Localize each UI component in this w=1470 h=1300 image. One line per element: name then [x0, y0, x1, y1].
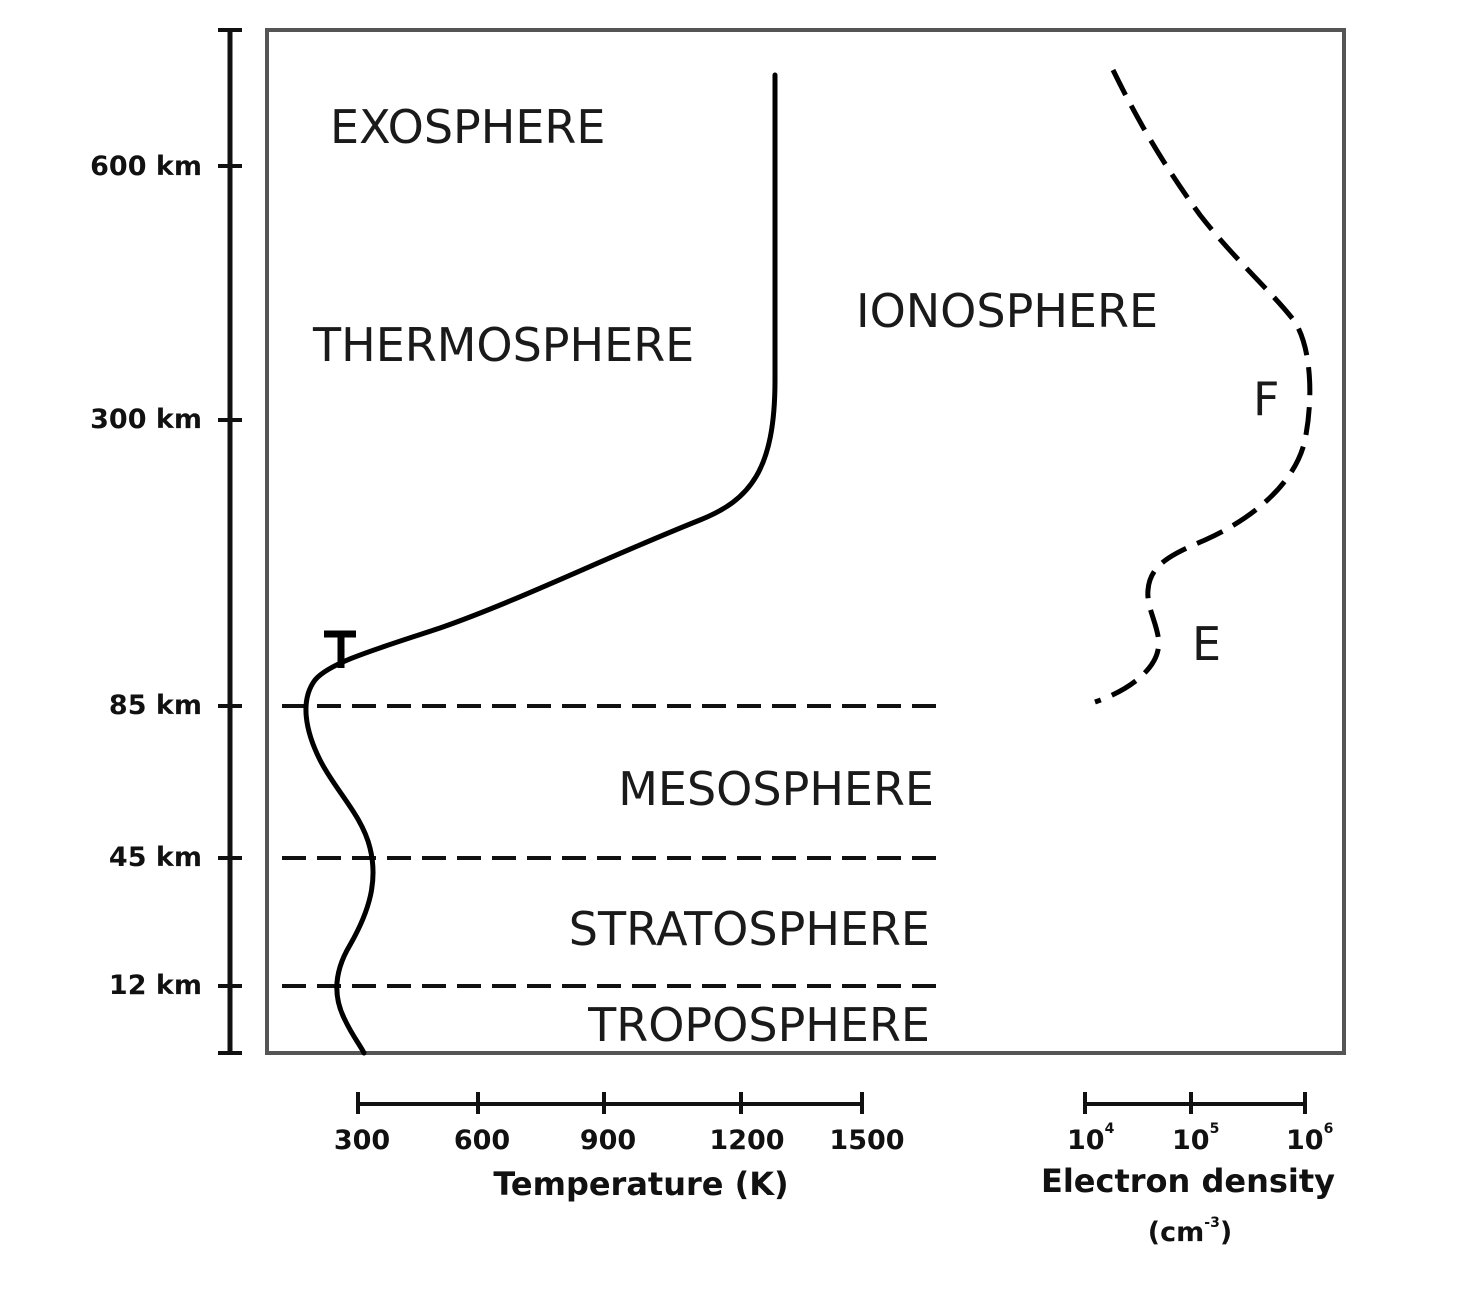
label-region-f: F	[1253, 372, 1279, 426]
altitude-label-600: 600 km	[90, 151, 202, 182]
temperature-marker	[324, 630, 356, 668]
temperature-axis: 300 600 900 1200 1500 Temperature (K)	[334, 1092, 905, 1203]
temperature-tick-label-1500: 1500	[829, 1125, 904, 1156]
label-troposphere: TROPOSPHERE	[587, 998, 930, 1052]
density-tick-label-1e6: 106	[1286, 1121, 1333, 1156]
diagram-frame	[265, 28, 1346, 1055]
temperature-tick-label-600: 600	[454, 1125, 510, 1156]
altitude-label-300: 300 km	[90, 404, 202, 435]
label-exosphere: EXOSPHERE	[330, 100, 605, 154]
label-ionosphere: IONOSPHERE	[856, 284, 1158, 338]
temperature-tick-label-300: 300	[334, 1125, 390, 1156]
label-region-e: E	[1192, 617, 1221, 671]
density-axis-unit: (cm-3)	[1148, 1215, 1232, 1248]
temperature-tick-label-900: 900	[580, 1125, 636, 1156]
temperature-axis-title: Temperature (K)	[493, 1165, 788, 1203]
altitude-axis: 600 km 300 km 85 km 45 km 12 km	[90, 28, 242, 1055]
electron-density-curve	[1094, 68, 1313, 705]
temperature-tick-label-1200: 1200	[709, 1125, 784, 1156]
density-axis-title: Electron density	[1041, 1162, 1335, 1200]
density-tick-label-1e4: 104	[1067, 1121, 1115, 1156]
altitude-label-45: 45 km	[109, 842, 202, 873]
electron-density-axis: 104 105 106 Electron density (cm-3)	[1041, 1092, 1335, 1248]
label-thermosphere: THERMOSPHERE	[312, 318, 694, 372]
temperature-curve	[303, 72, 778, 1056]
label-mesosphere: MESOSPHERE	[618, 762, 934, 816]
label-stratosphere: STRATOSPHERE	[569, 902, 930, 956]
layer-boundaries	[282, 704, 945, 988]
density-tick-label-1e5: 105	[1172, 1121, 1219, 1156]
altitude-label-85: 85 km	[109, 690, 202, 721]
altitude-label-12: 12 km	[109, 970, 202, 1001]
